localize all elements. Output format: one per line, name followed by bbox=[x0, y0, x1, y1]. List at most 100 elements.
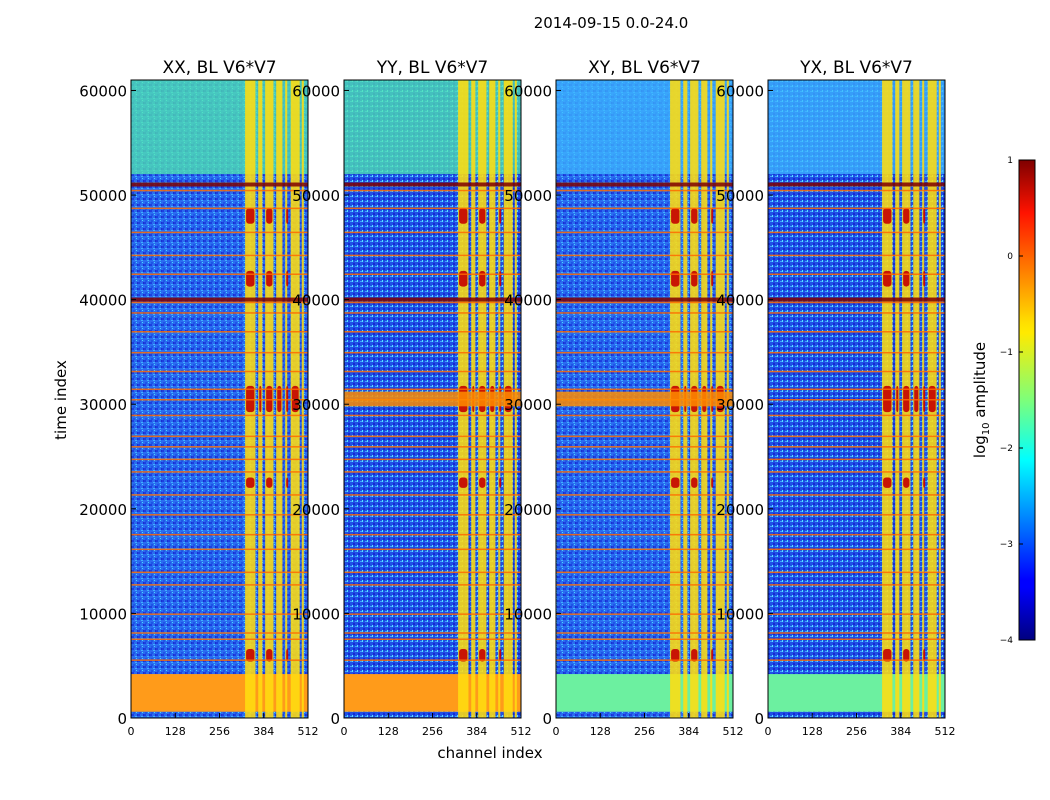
y-tick-label: 20000 bbox=[504, 501, 552, 519]
heatmap-rfi-line bbox=[344, 182, 521, 187]
heatmap-rfi-line bbox=[556, 370, 733, 373]
heatmap-blob bbox=[479, 648, 486, 662]
x-tick-label: 256 bbox=[422, 725, 443, 738]
panel-title: YX, BL V6*V7 bbox=[799, 58, 913, 78]
panel-title: XY, BL V6*V7 bbox=[588, 58, 701, 78]
colorbar-tick-label: −2 bbox=[1000, 444, 1013, 454]
heatmap-rfi-line bbox=[131, 446, 308, 448]
heatmap-rfi-line bbox=[131, 182, 308, 187]
heatmap-rfi-line bbox=[344, 571, 521, 574]
heatmap-rfi-line bbox=[344, 351, 521, 354]
heatmap-panel-yy: YY, BL V6*V7 0 128 256 384 512 0 10000 20000 3000… bbox=[292, 58, 531, 738]
heatmap-rfi-line bbox=[131, 351, 308, 354]
heatmap-rfi-line bbox=[344, 514, 521, 516]
heatmap-blob bbox=[691, 648, 698, 662]
heatmap-rfi-line bbox=[556, 331, 733, 333]
heatmap-rfi-line bbox=[344, 414, 521, 417]
heatmap-rfi-line bbox=[131, 189, 308, 192]
heatmap-rfi-line bbox=[131, 584, 308, 586]
heatmap-rfi-line bbox=[131, 231, 308, 234]
heatmap-blob bbox=[671, 208, 680, 224]
heatmap-rfi-line bbox=[768, 514, 945, 516]
heatmap-rfi-line bbox=[344, 446, 521, 448]
heatmap-rfi-line bbox=[131, 207, 308, 210]
heatmap-rfi-line bbox=[344, 312, 521, 314]
heatmap-rfi-line bbox=[556, 571, 733, 574]
heatmap-rfi-line bbox=[344, 471, 521, 473]
y-tick-label: 10000 bbox=[504, 605, 552, 623]
heatmap-rfi-line bbox=[344, 391, 521, 407]
y-tick-label: 0 bbox=[754, 710, 764, 728]
heatmap-rfi-line bbox=[556, 494, 733, 496]
heatmap-blob bbox=[286, 208, 289, 224]
heatmap-blob bbox=[499, 208, 502, 224]
colorbar-label: log10 amplitude bbox=[971, 342, 992, 458]
heatmap-rfi-line bbox=[768, 471, 945, 473]
heatmap-rfi-line bbox=[131, 414, 308, 417]
heatmap-panel-xx: XX, BL V6*V7 0 128 256 384 512 0 10000 20000 3000… bbox=[79, 58, 318, 738]
heatmap-rfi-line bbox=[344, 584, 521, 586]
heatmap-rfi-line bbox=[556, 514, 733, 516]
x-axis-label: channel index bbox=[437, 744, 542, 762]
heatmap-blob bbox=[903, 208, 910, 224]
heatmap-blob bbox=[459, 270, 468, 287]
heatmap-rfi-line bbox=[556, 273, 733, 275]
heatmap-rfi-line bbox=[344, 638, 521, 641]
heatmap-rfi-line bbox=[768, 231, 945, 234]
heatmap-blob bbox=[883, 648, 892, 662]
x-tick-label: 384 bbox=[678, 725, 699, 738]
x-tick-label: 128 bbox=[590, 725, 611, 738]
y-tick-label: 40000 bbox=[504, 292, 552, 310]
colorbar-tick-label: −4 bbox=[1000, 636, 1014, 646]
heatmap-rfi-line bbox=[344, 331, 521, 333]
heatmap-blob bbox=[459, 208, 468, 224]
heatmap-rfi-line bbox=[768, 189, 945, 192]
heatmap-rfi-line bbox=[131, 301, 308, 304]
heatmap-rfi-line bbox=[344, 435, 521, 438]
heatmap-blob bbox=[883, 270, 892, 287]
heatmap-blob bbox=[671, 648, 680, 662]
heatmap-rfi-line bbox=[768, 182, 945, 187]
heatmap-blob bbox=[499, 270, 502, 287]
heatmap-rfi-line bbox=[344, 297, 521, 302]
heatmap-blob bbox=[903, 270, 910, 287]
heatmap-rfi-line bbox=[556, 584, 733, 586]
heatmap-blob bbox=[266, 477, 273, 488]
heatmap-rfi-line bbox=[131, 331, 308, 333]
heatmap-rfi-line bbox=[768, 571, 945, 574]
heatmap-rfi-line bbox=[556, 231, 733, 234]
heatmap-blob bbox=[246, 477, 255, 488]
y-tick-label: 40000 bbox=[292, 292, 340, 310]
heatmap-blob bbox=[903, 648, 910, 662]
heatmap-rfi-line bbox=[768, 273, 945, 275]
colorbar-gradient bbox=[1018, 159, 1036, 641]
heatmap-rfi-line bbox=[344, 388, 521, 391]
x-tick-label: 512 bbox=[723, 725, 744, 738]
heatmap-panel-yx: YX, BL V6*V7 0 128 256 384 512 0 10000 20000 3000… bbox=[716, 58, 955, 738]
heatmap-rfi-line bbox=[344, 613, 521, 615]
heatmap-rfi-line bbox=[131, 435, 308, 438]
heatmap-rfi-line bbox=[131, 254, 308, 257]
heatmap-rfi-line bbox=[768, 254, 945, 257]
heatmap-rfi-line bbox=[556, 388, 733, 391]
y-tick-label: 30000 bbox=[716, 396, 764, 414]
y-tick-label: 60000 bbox=[79, 82, 127, 100]
heatmap-rfi-line bbox=[344, 207, 521, 210]
heatmap-blob bbox=[479, 270, 486, 287]
figure-suptitle: 2014-09-15 0.0-24.0 bbox=[534, 14, 689, 32]
heatmap-blob bbox=[499, 648, 502, 662]
y-tick-label: 30000 bbox=[79, 396, 127, 414]
heatmap-rfi-line bbox=[768, 638, 945, 641]
y-tick-label: 0 bbox=[330, 710, 340, 728]
colorbar-tick-label: −1 bbox=[1000, 348, 1013, 358]
heatmap-blob bbox=[479, 477, 486, 488]
heatmap-blob bbox=[671, 270, 680, 287]
heatmap-rfi-line bbox=[556, 414, 733, 417]
x-tick-label: 512 bbox=[298, 725, 319, 738]
heatmap-rfi-line bbox=[556, 351, 733, 354]
x-tick-label: 512 bbox=[935, 725, 956, 738]
heatmap-blob bbox=[266, 270, 273, 287]
y-tick-label: 40000 bbox=[79, 292, 127, 310]
heatmap-rfi-line bbox=[131, 613, 308, 615]
x-tick-label: 256 bbox=[846, 725, 867, 738]
